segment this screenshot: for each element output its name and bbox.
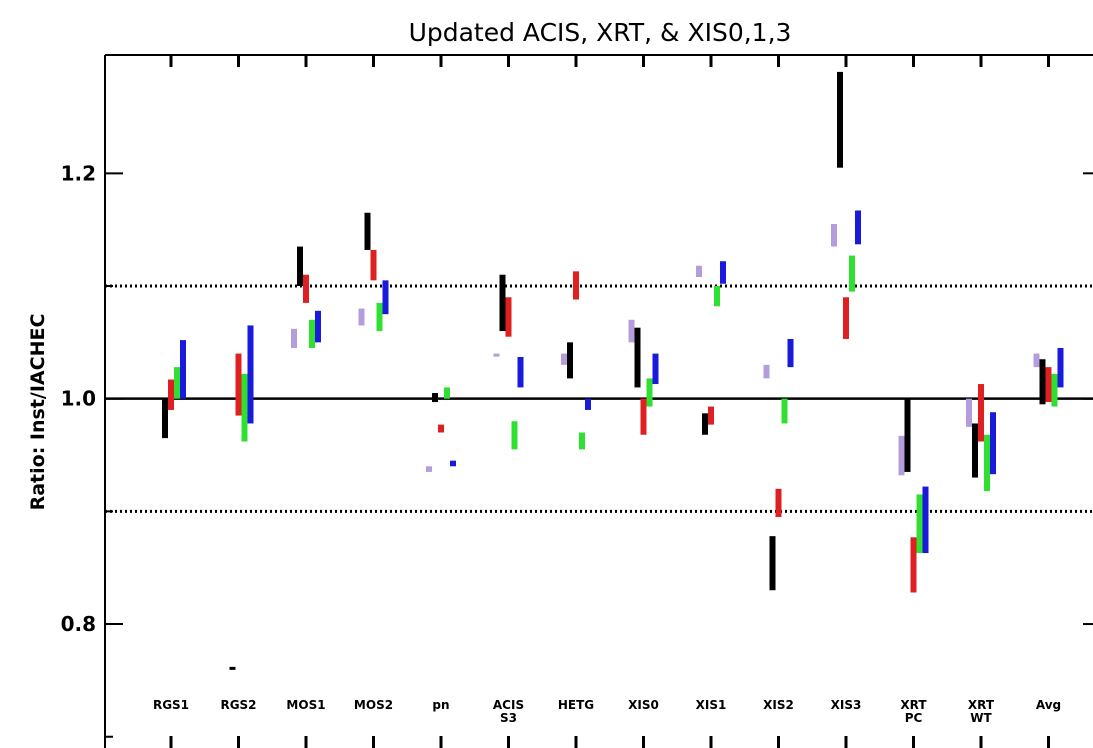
error-bar xyxy=(180,340,186,399)
error-bar xyxy=(444,387,450,399)
error-bar xyxy=(1039,359,1046,405)
error-bar xyxy=(382,280,389,315)
x-tick-label: Avg xyxy=(1036,698,1061,712)
error-bar xyxy=(831,224,837,247)
error-bar xyxy=(438,424,444,433)
error-bar xyxy=(720,261,726,284)
error-bar xyxy=(849,255,855,292)
x-tick-label: XIS2 xyxy=(763,698,794,712)
error-bar xyxy=(505,297,512,337)
error-bar xyxy=(432,393,438,403)
error-bar xyxy=(358,308,365,326)
error-bar xyxy=(585,398,591,410)
error-bar xyxy=(628,319,635,343)
error-bar xyxy=(573,271,579,300)
error-bar xyxy=(910,537,917,593)
error-bar xyxy=(174,367,180,399)
error-bar xyxy=(787,338,794,368)
error-bar xyxy=(561,353,567,365)
error-bar xyxy=(978,384,984,442)
error-bar xyxy=(297,246,303,286)
x-tick-label: RGS2 xyxy=(220,698,256,712)
error-bar xyxy=(702,413,708,435)
error-bar xyxy=(763,364,770,379)
error-bar xyxy=(972,423,978,478)
error-bar xyxy=(1033,353,1040,368)
x-tick-label: XIS3 xyxy=(831,698,862,712)
error-bar xyxy=(241,373,248,442)
x-tick-label: XRT xyxy=(900,698,927,712)
error-bar xyxy=(315,310,321,343)
error-bar xyxy=(229,666,236,670)
error-bar xyxy=(247,325,254,424)
error-bar xyxy=(652,353,659,385)
x-tick-label: RGS1 xyxy=(153,698,189,712)
error-bar xyxy=(1051,373,1058,407)
error-bar xyxy=(567,342,573,379)
error-bar xyxy=(162,398,168,439)
y-axis-label: Ratio: Inst/IACHEC xyxy=(27,314,49,511)
error-bar xyxy=(364,212,371,250)
error-bar xyxy=(769,536,776,591)
error-bar xyxy=(493,353,500,357)
error-bar xyxy=(450,460,456,467)
x-tick-label: ACIS xyxy=(493,698,524,712)
error-bar xyxy=(646,378,653,407)
error-bar xyxy=(499,274,506,332)
error-bar xyxy=(291,328,297,348)
y-tick-label: 1.0 xyxy=(61,387,96,411)
error-bar xyxy=(966,398,972,427)
y-tick-labels: 0.8 1.0 1.2 xyxy=(61,161,96,636)
error-bar xyxy=(696,265,702,277)
error-bar xyxy=(1057,347,1064,388)
reference-lines xyxy=(105,284,1093,513)
error-bar xyxy=(922,486,929,554)
x-tick-label: pn xyxy=(432,698,449,712)
y-tick-label: 0.8 xyxy=(61,612,96,636)
error-bar xyxy=(634,327,641,388)
error-bar xyxy=(781,398,788,424)
x-tick-label: XRT xyxy=(968,698,995,712)
x-tick-label: MOS1 xyxy=(286,698,325,712)
error-bar xyxy=(168,379,174,410)
error-bar xyxy=(640,398,647,435)
chart-title: Updated ACIS, XRT, & XIS0,1,3 xyxy=(409,18,792,47)
error-bar xyxy=(303,274,309,303)
x-tick-label: PC xyxy=(905,711,923,725)
error-bar xyxy=(1045,367,1052,403)
error-bar xyxy=(855,210,861,245)
x-tick-label: S3 xyxy=(500,711,517,725)
error-bar xyxy=(990,412,996,475)
y-tick-label: 1.2 xyxy=(61,161,96,185)
error-bar xyxy=(898,435,905,476)
error-bar xyxy=(426,466,432,472)
error-bar xyxy=(376,302,383,332)
x-tick-label: MOS2 xyxy=(354,698,393,712)
error-bar xyxy=(517,356,524,388)
error-bar xyxy=(837,71,843,168)
error-bar xyxy=(714,286,720,307)
x-tick-label: WT xyxy=(970,711,992,725)
error-bar xyxy=(235,353,242,416)
error-bar xyxy=(511,421,518,450)
x-tick-label: HETG xyxy=(558,698,594,712)
error-bar xyxy=(904,398,911,472)
error-bars xyxy=(162,71,1064,670)
error-bar xyxy=(916,494,923,554)
error-bar xyxy=(843,297,849,339)
error-bar xyxy=(309,319,315,348)
error-bar xyxy=(370,249,377,281)
error-bar xyxy=(775,488,782,517)
x-tick-label: XIS1 xyxy=(696,698,727,712)
error-bar xyxy=(579,432,585,450)
x-tick-label: XIS0 xyxy=(628,698,659,712)
error-bar xyxy=(708,406,714,425)
error-bar xyxy=(984,434,990,492)
